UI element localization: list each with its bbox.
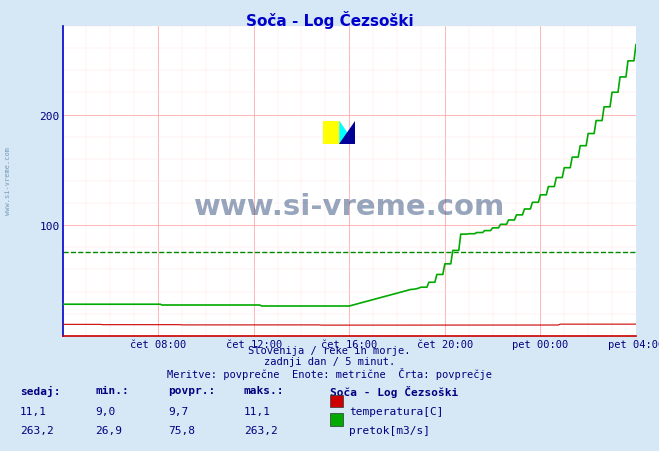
- Text: temperatura[C]: temperatura[C]: [349, 406, 444, 416]
- Text: zadnji dan / 5 minut.: zadnji dan / 5 minut.: [264, 356, 395, 366]
- Text: 11,1: 11,1: [20, 406, 47, 416]
- Text: Slovenija / reke in morje.: Slovenija / reke in morje.: [248, 345, 411, 355]
- Text: min.:: min.:: [96, 386, 129, 396]
- Text: 263,2: 263,2: [244, 425, 277, 435]
- Text: 75,8: 75,8: [168, 425, 195, 435]
- Text: 26,9: 26,9: [96, 425, 123, 435]
- Polygon shape: [339, 121, 355, 144]
- Bar: [324, 121, 339, 144]
- Text: povpr.:: povpr.:: [168, 386, 215, 396]
- Text: maks.:: maks.:: [244, 386, 284, 396]
- Text: 9,7: 9,7: [168, 406, 188, 416]
- Text: Soča - Log Čezsoški: Soča - Log Čezsoški: [246, 11, 413, 29]
- Text: www.si-vreme.com: www.si-vreme.com: [194, 192, 505, 220]
- Text: 11,1: 11,1: [244, 406, 271, 416]
- Text: Soča - Log Čezsoški: Soča - Log Čezsoški: [330, 386, 458, 398]
- Polygon shape: [339, 121, 355, 144]
- Text: sedaj:: sedaj:: [20, 386, 60, 396]
- Text: 9,0: 9,0: [96, 406, 116, 416]
- Text: Meritve: povprečne  Enote: metrične  Črta: povprečje: Meritve: povprečne Enote: metrične Črta:…: [167, 368, 492, 380]
- Text: pretok[m3/s]: pretok[m3/s]: [349, 425, 430, 435]
- Text: www.si-vreme.com: www.si-vreme.com: [5, 147, 11, 214]
- Text: 263,2: 263,2: [20, 425, 53, 435]
